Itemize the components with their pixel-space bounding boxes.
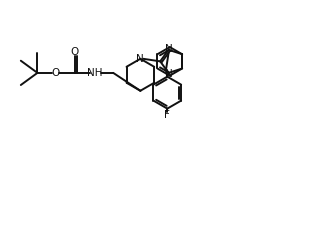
Text: N: N (136, 54, 144, 64)
Text: NH: NH (87, 68, 102, 78)
Text: N: N (165, 68, 172, 79)
Text: O: O (51, 68, 59, 78)
Text: N: N (165, 44, 172, 54)
Text: O: O (71, 47, 79, 57)
Text: F: F (164, 110, 170, 120)
